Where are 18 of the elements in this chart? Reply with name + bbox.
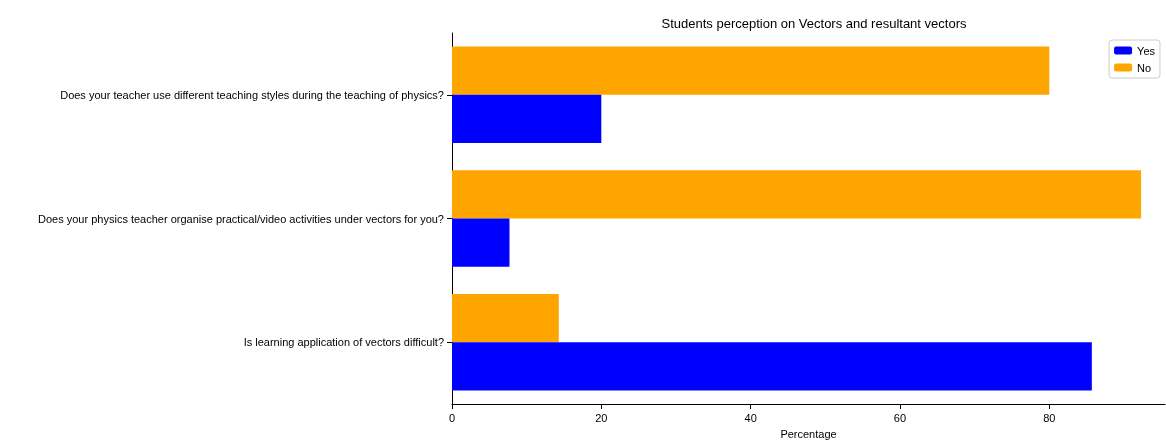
x-tick-label: 60 [893,411,907,424]
x-tick-label: 80 [1043,411,1056,424]
y-tick-label: Does your teacher use different teaching styles during the teaching of physics? [60,88,444,101]
x-tick-label: 20 [595,411,608,424]
bar [452,218,510,267]
legend-label: No [1137,61,1152,74]
bar [452,46,1050,95]
x-axis-title: Percentage [780,427,837,440]
legend-label: Yes [1137,44,1156,57]
x-tick-label: 40 [744,411,757,424]
y-tick-label: Does your physics teacher organise practical/video activities under vectors for you? [38,212,444,225]
bar [452,342,1092,391]
x-tick-label: 0 [448,411,456,424]
bar [452,94,602,144]
chart-title: Students perception on Vectors and resultant vectors [661,16,967,31]
y-tick-label: Is learning application of vectors difficult? [243,336,444,349]
bar [452,293,559,343]
bar [452,170,1142,219]
